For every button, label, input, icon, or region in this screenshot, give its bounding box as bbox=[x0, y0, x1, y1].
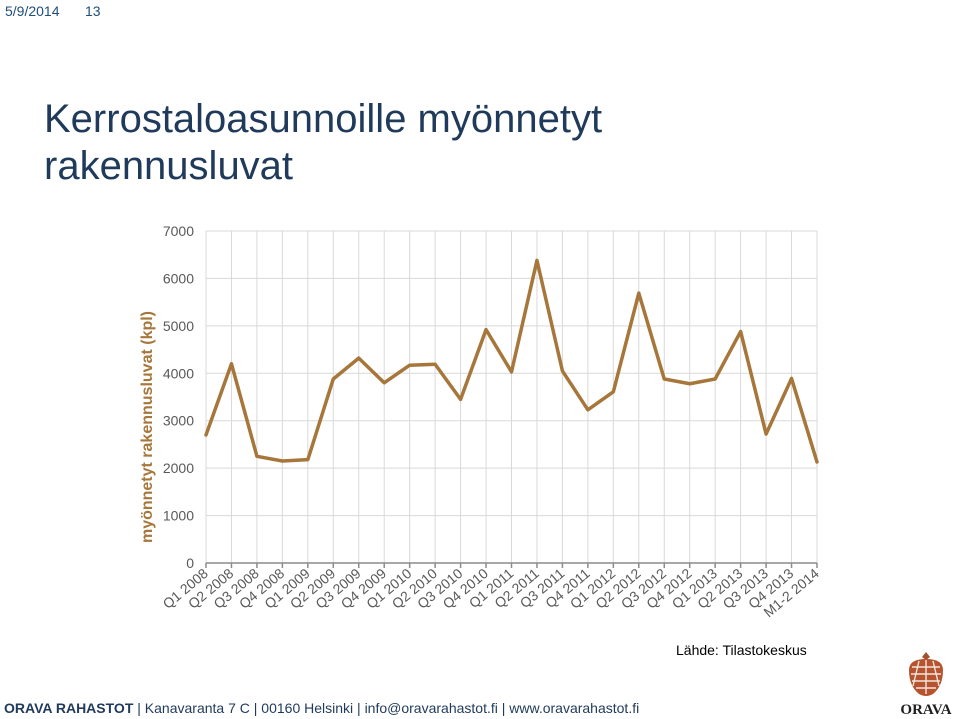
data-point bbox=[637, 291, 641, 295]
y-tick-label: 6000 bbox=[163, 270, 194, 286]
slide-date: 5/9/2014 bbox=[5, 3, 60, 19]
y-tick-label: 4000 bbox=[163, 365, 194, 381]
y-tick-label: 3000 bbox=[163, 413, 194, 429]
chart-series bbox=[204, 258, 819, 464]
data-point bbox=[662, 377, 666, 381]
y-tick-label: 7000 bbox=[163, 223, 194, 239]
data-point bbox=[484, 328, 488, 332]
data-point bbox=[459, 397, 463, 401]
data-point bbox=[280, 459, 284, 463]
footer-city: 00160 Helsinki bbox=[261, 700, 354, 716]
slide-title-line-1: Kerrostaloasunnoille myönnetyt bbox=[44, 97, 603, 141]
data-point bbox=[560, 369, 564, 373]
source-note: Lähde: Tilastokeskus bbox=[676, 642, 807, 658]
y-tick-label: 5000 bbox=[163, 318, 194, 334]
data-point bbox=[382, 381, 386, 385]
data-point bbox=[510, 370, 513, 374]
data-point bbox=[255, 454, 259, 458]
data-point bbox=[688, 382, 692, 386]
chart-axes bbox=[205, 562, 818, 568]
data-point bbox=[433, 362, 437, 366]
slide-page-number: 13 bbox=[85, 3, 101, 19]
data-point bbox=[586, 408, 590, 412]
data-point bbox=[790, 377, 794, 381]
logo-text: ORAVA bbox=[900, 702, 951, 718]
data-point bbox=[815, 460, 819, 464]
y-tick-label: 2000 bbox=[163, 460, 194, 476]
chart-grid bbox=[205, 230, 818, 564]
y-tick-label: 1000 bbox=[163, 508, 194, 524]
acorn-icon bbox=[909, 652, 943, 696]
slide-title-line-2: rakennusluvat bbox=[44, 144, 294, 188]
orava-logo: ORAVA bbox=[900, 652, 952, 718]
footer-email[interactable]: info@oravarahastot.fi bbox=[364, 700, 498, 716]
footer: ORAVA RAHASTOT | Kanavaranta 7 C | 00160… bbox=[4, 700, 640, 716]
data-point bbox=[611, 390, 615, 394]
slide-title: Kerrostaloasunnoille myönnetyt rakennusl… bbox=[44, 96, 844, 190]
data-point bbox=[204, 433, 208, 437]
y-tick-label: 0 bbox=[186, 555, 194, 571]
data-point bbox=[357, 356, 361, 360]
data-point bbox=[713, 377, 717, 381]
data-point bbox=[739, 330, 743, 334]
data-point bbox=[535, 258, 539, 262]
data-point bbox=[331, 377, 335, 381]
footer-address: Kanavaranta 7 C bbox=[144, 700, 250, 716]
data-point bbox=[764, 432, 768, 436]
data-point bbox=[229, 362, 233, 366]
y-axis-title: myönnetyt rakennusluvat (kpl) bbox=[139, 311, 156, 543]
data-point bbox=[306, 458, 310, 462]
data-point bbox=[408, 363, 412, 367]
footer-website[interactable]: www.oravarahastot.fi bbox=[509, 700, 640, 716]
footer-brand: ORAVA RAHASTOT bbox=[4, 700, 134, 716]
